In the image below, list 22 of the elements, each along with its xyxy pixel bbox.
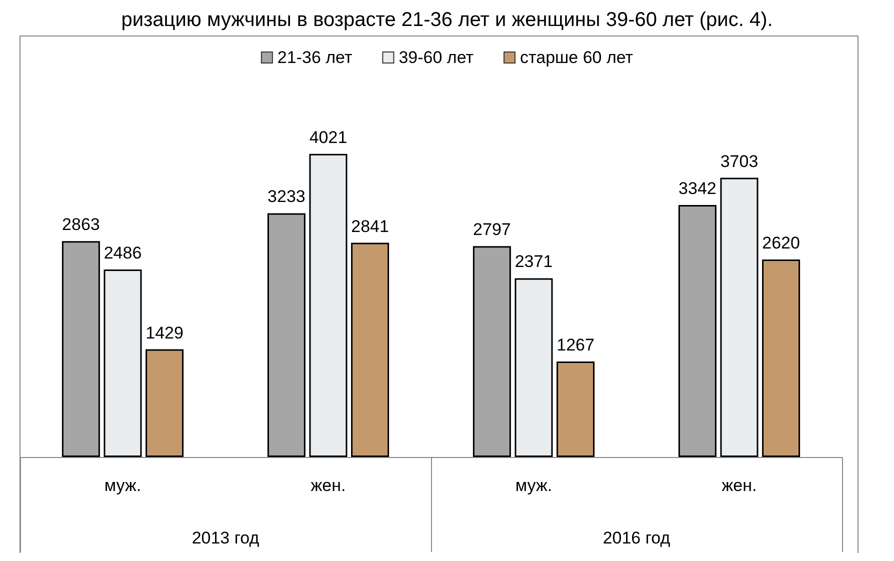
data-label: 2863 — [62, 215, 100, 234]
legend-label: 39-60 лет — [398, 48, 474, 67]
x-tick-label: жен. — [722, 476, 757, 495]
data-label: 2486 — [104, 244, 142, 263]
text: 2016 год — [602, 528, 670, 548]
data-label: 3342 — [678, 179, 716, 198]
data-label: 1267 — [556, 335, 594, 354]
data-label: 2371 — [514, 252, 553, 272]
x-tick-label: муж. — [104, 476, 142, 495]
text: ризацию мужчины в возрасте 21-36 лет и женщины 39-60 лет (рис. 4). — [121, 9, 773, 31]
x-tick-label: жен. — [310, 476, 346, 495]
data-label: 2797 — [473, 220, 511, 240]
data-label: 3703 — [720, 152, 758, 171]
data-label: 1429 — [146, 323, 184, 342]
text: 2013 год — [192, 528, 260, 548]
legend-label: старше 60 лет — [520, 48, 634, 67]
data-label: 2841 — [351, 216, 389, 236]
data-label: 4021 — [309, 128, 348, 147]
legend-label: 21-36 лет — [277, 48, 352, 67]
x-tick-label: муж. — [515, 476, 552, 495]
data-label: 3233 — [268, 187, 306, 206]
data-label: 2620 — [762, 233, 800, 252]
